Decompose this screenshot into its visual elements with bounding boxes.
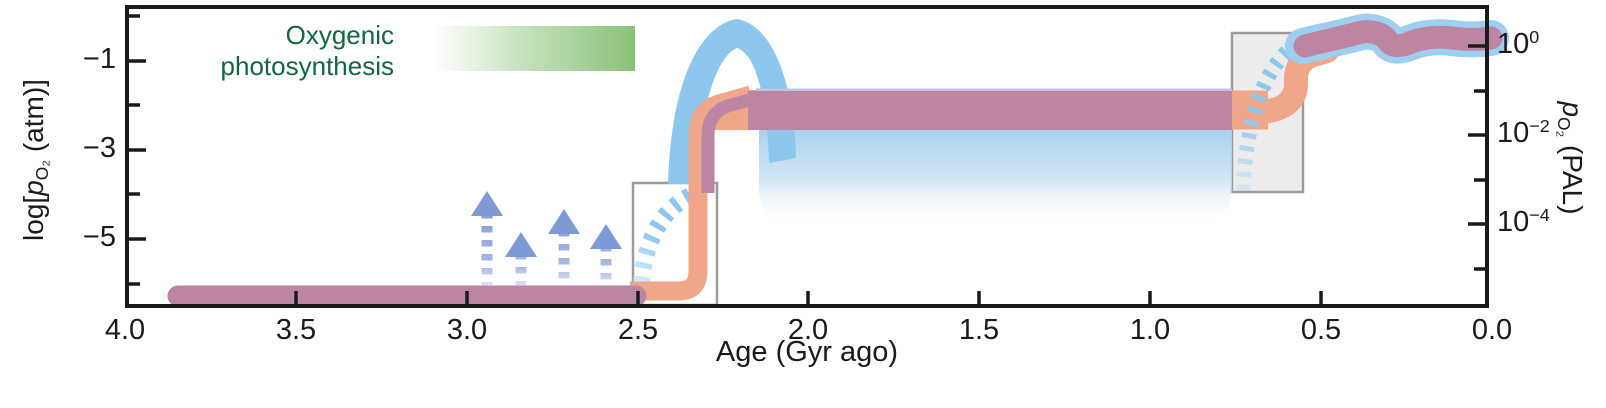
- x-tick-label: 2.5: [617, 314, 659, 346]
- whiff-arrow: [590, 224, 622, 289]
- annotation-line-1: Oxygenic: [285, 20, 394, 50]
- goe-salmon-rise: [630, 85, 754, 301]
- noe-dashed-rise-arc: [1235, 34, 1306, 191]
- y-left-title-suffix: (atm)]: [18, 79, 49, 160]
- y-left-tick-label: −1: [82, 43, 116, 75]
- x-axis-title: Age (Gyr ago): [715, 336, 899, 368]
- y-axis-left-title: log[pO₂ (atm)]: [18, 79, 52, 241]
- whiff-arrow: [471, 191, 503, 289]
- axis-frame: [125, 5, 1489, 308]
- y-axis-right-title: pO₂ (PAL): [1554, 101, 1588, 215]
- y-axis-right-ticks: [1468, 44, 1485, 271]
- tick-base: 10: [1497, 117, 1530, 149]
- y-left-title-sub: O₂: [31, 159, 52, 181]
- oxygenic-photosynthesis-label: Oxygenic photosynthesis: [221, 20, 394, 81]
- tick-exponent: 0: [1529, 27, 1540, 48]
- y-right-tick-label: 10−4: [1497, 205, 1550, 239]
- y-right-title-sub: O₂: [1554, 117, 1575, 138]
- oxygen-whiff-arrows: [471, 191, 622, 289]
- x-tick-label: 1.0: [1129, 314, 1171, 346]
- y-right-title-p: p: [1557, 101, 1588, 118]
- tick-exponent: −4: [1529, 205, 1550, 226]
- goe-purple-rise: [701, 89, 766, 193]
- y-left-tick-label: −3: [82, 132, 116, 164]
- y-left-title-p: p: [18, 180, 49, 196]
- x-tick-label: 3.0: [446, 314, 488, 346]
- tick-exponent: −2: [1529, 116, 1550, 137]
- y-right-tick-label: 100: [1497, 27, 1540, 61]
- whiff-arrow: [548, 209, 580, 289]
- x-tick-label: 1.5: [958, 314, 1000, 346]
- y-right-title-suffix: (PAL): [1557, 137, 1588, 215]
- tick-base: 10: [1497, 28, 1530, 60]
- x-tick-label: 0.0: [1471, 314, 1513, 346]
- x-tick-label: 4.0: [104, 314, 146, 346]
- whiff-arrow: [505, 232, 537, 289]
- y-left-tick-label: −5: [82, 221, 116, 253]
- modern-band-purple: [1293, 20, 1503, 58]
- x-tick-label: 0.5: [1300, 314, 1342, 346]
- annotation-line-2: photosynthesis: [220, 50, 394, 81]
- y-left-title-prefix: log[: [18, 195, 49, 241]
- x-tick-label: 3.5: [275, 314, 317, 346]
- goe-dashed-rise-arc: [631, 181, 709, 297]
- proterozoic-low-oxygen-envelope: [759, 130, 1232, 225]
- x-axis-ticks: [294, 291, 1323, 304]
- y-right-tick-label: 10−2: [1497, 116, 1550, 150]
- tick-base: 10: [1497, 206, 1530, 238]
- x-tick-label: 2.0: [787, 314, 829, 346]
- proterozoic-band: [748, 91, 1232, 130]
- oxygenic-photosynthesis-bar: [433, 26, 635, 71]
- y-axis-left-ticks: [129, 14, 146, 286]
